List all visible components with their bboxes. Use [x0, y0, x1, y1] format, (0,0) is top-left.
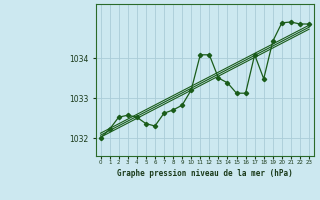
X-axis label: Graphe pression niveau de la mer (hPa): Graphe pression niveau de la mer (hPa): [117, 169, 293, 178]
